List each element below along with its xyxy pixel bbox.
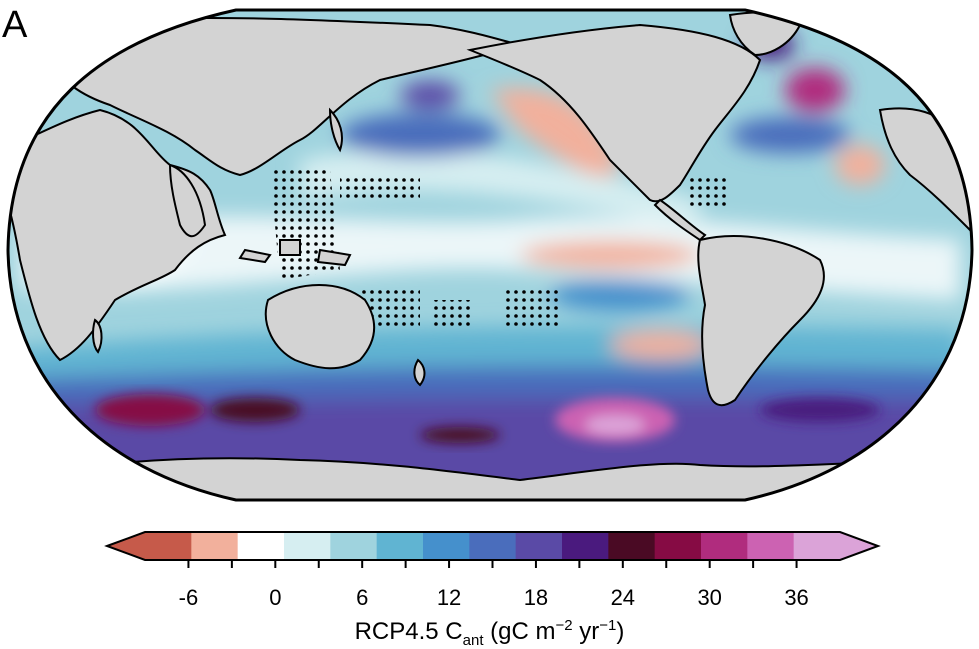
hotspot-pacific-core	[585, 415, 645, 435]
africa	[8, 108, 227, 362]
hotspot-atlantic-sector	[760, 398, 880, 422]
colorbar-title-sup-a: −2	[555, 617, 573, 634]
kuroshio-band	[340, 113, 500, 157]
south-america	[697, 235, 825, 407]
colorbar-title-sub: ant	[462, 631, 484, 649]
north-pacific-negative	[490, 88, 620, 177]
colorbar-tick-label: -6	[179, 585, 199, 610]
colorbar-tick-label: 18	[524, 585, 548, 610]
panel-label: A	[2, 4, 28, 46]
southern-hotspots	[95, 394, 880, 443]
antarctica	[8, 457, 972, 500]
colorbar-title-units-c: )	[616, 618, 625, 645]
gulf-stream	[730, 117, 850, 153]
colorbar-title-units-a: (gC m	[483, 618, 556, 645]
colorbar-extend-high	[840, 532, 878, 560]
colorbar-segment	[284, 532, 331, 560]
south-pacific-band	[550, 279, 690, 311]
colorbar-segment	[376, 532, 424, 560]
india	[168, 163, 207, 238]
labrador-sea-hotspot	[785, 68, 845, 112]
colorbar-title-units-b: yr	[572, 618, 600, 645]
colorbar-outline	[104, 531, 881, 561]
colorbar-title-sup-b: −1	[599, 617, 617, 634]
hotspot-australian-sector	[210, 398, 300, 422]
colorbar-segment	[608, 532, 656, 560]
sumatra	[238, 248, 272, 264]
stipple-region-subtropical-pacific	[340, 175, 420, 200]
colorbar-tick-label: 0	[269, 585, 281, 610]
colorbar-ticks: -6 0 6 12 18 24 30 36	[179, 560, 809, 610]
colorbar-segment	[793, 532, 841, 560]
land-masses	[8, 11, 972, 500]
hotspot-ross-sea	[420, 427, 500, 443]
colorbar-segment	[469, 532, 517, 560]
colorbar-tick-label: 30	[697, 585, 721, 610]
colorbar-segment	[701, 532, 748, 560]
colorbar-tick-label: 36	[784, 585, 808, 610]
stipple-region-coral-sea	[360, 290, 420, 330]
colorbar-extend-low	[107, 532, 145, 560]
eurasia	[48, 16, 524, 177]
colorbar-segment	[191, 532, 239, 560]
new-guinea	[316, 248, 352, 267]
tropical-pacific-negative	[520, 241, 700, 269]
colorbar-segment	[330, 532, 378, 560]
colorbar-segment	[654, 532, 702, 560]
north-atlantic-negative	[835, 145, 885, 185]
stipple-region-south-pacific-a	[430, 300, 470, 330]
colorbar-segment	[747, 532, 795, 560]
australia	[264, 284, 376, 370]
japan	[328, 107, 343, 153]
stipple-region-caribbean	[690, 175, 730, 210]
south-pacific-negative	[610, 331, 710, 359]
north-pacific-band	[300, 150, 700, 230]
colorbar-tick-label: 24	[611, 585, 635, 610]
colorbar-tick-label: 12	[437, 585, 461, 610]
colorbar-segment	[562, 532, 609, 560]
colorbar-segment	[237, 532, 285, 560]
new-zealand	[413, 358, 426, 387]
colorbar-segment	[423, 532, 470, 560]
colorbar-segment	[515, 532, 563, 560]
hotspot-indian-sector	[95, 394, 205, 426]
stipple-region-south-pacific-b	[505, 290, 560, 330]
colorbar-title-main: RCP4.5 C	[354, 618, 463, 645]
north-america	[466, 23, 762, 203]
globe-outline	[6, 8, 974, 502]
colorbar-tick-label: 6	[356, 585, 368, 610]
colorbar-title: RCP4.5 Cant (gC m−2 yr−1)	[0, 618, 979, 648]
borneo	[279, 239, 301, 256]
north-pacific-spot	[400, 81, 460, 109]
colorbar-segments	[104, 531, 881, 561]
colorbar-segment	[145, 532, 192, 560]
ocean-field	[8, 10, 972, 500]
madagascar	[92, 318, 103, 354]
